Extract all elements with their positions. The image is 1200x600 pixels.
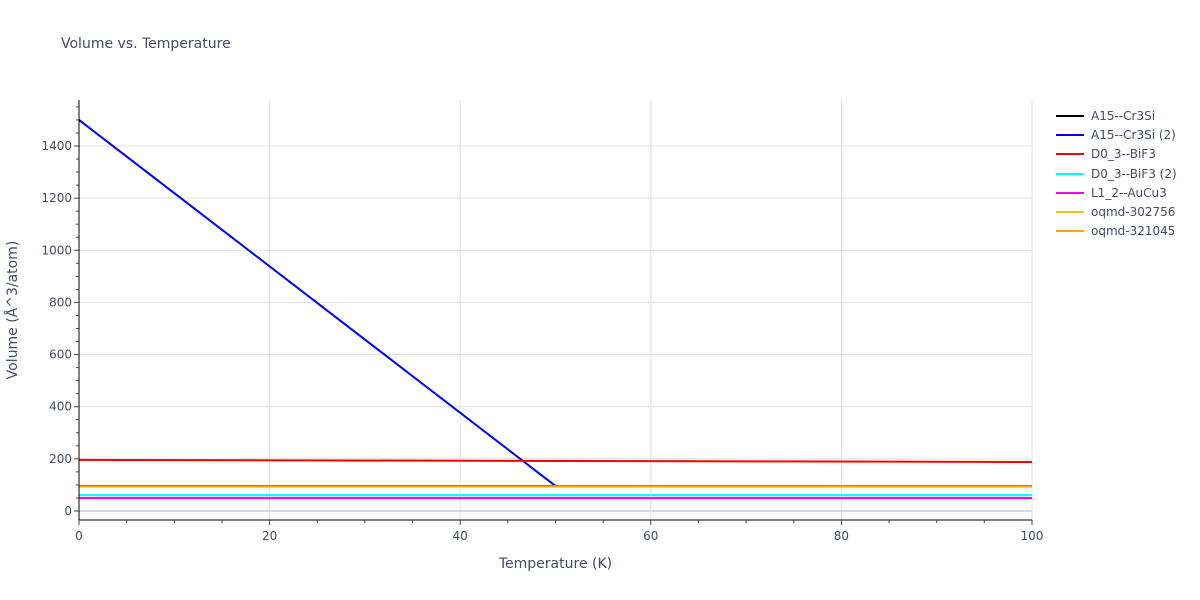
series-line[interactable]	[78, 119, 1032, 487]
y-axis-title: Volume (Å^3/atom)	[4, 241, 21, 380]
legend: A15--Cr3Si A15--Cr3Si (2) D0_3--BiF3 D0_3--…	[1056, 106, 1177, 241]
y-tick-label: 1000	[41, 243, 72, 257]
legend-item[interactable]: oqmd-321045	[1056, 222, 1177, 241]
chart-title: Volume vs. Temperature	[61, 36, 231, 52]
series-line[interactable]	[78, 458, 1033, 463]
legend-item[interactable]: D0_3--BiF3 (2)	[1056, 164, 1177, 183]
legend-label: oqmd-321045	[1091, 224, 1176, 239]
y-tick-label: 400	[49, 400, 72, 414]
y-tick-label: 1400	[41, 139, 72, 153]
legend-swatch-icon	[1056, 133, 1084, 136]
x-tick-label: 80	[834, 529, 849, 543]
legend-swatch-icon	[1056, 191, 1084, 194]
y-tick-label: 200	[49, 452, 72, 466]
legend-item[interactable]: A15--Cr3Si	[1056, 106, 1177, 125]
y-tick-label: 0	[64, 504, 72, 518]
legend-swatch-icon	[1056, 211, 1084, 214]
legend-label: A15--Cr3Si	[1091, 108, 1156, 123]
x-tick-label: 100	[1021, 529, 1044, 543]
y-tick-label: 600	[49, 348, 72, 362]
x-tick-label: 40	[453, 529, 468, 543]
legend-label: A15--Cr3Si (2)	[1091, 127, 1176, 142]
x-tick-label: 0	[75, 529, 83, 543]
legend-swatch-icon	[1056, 153, 1084, 156]
legend-label: oqmd-302756	[1091, 205, 1176, 220]
legend-item[interactable]: A15--Cr3Si (2)	[1056, 125, 1177, 144]
legend-label: L1_2--AuCu3	[1091, 185, 1167, 200]
legend-item[interactable]: L1_2--AuCu3	[1056, 183, 1177, 202]
legend-swatch-icon	[1056, 230, 1084, 233]
y-tick-label: 1200	[41, 191, 72, 205]
legend-item[interactable]: oqmd-302756	[1056, 202, 1177, 221]
y-tick-label: 800	[49, 295, 72, 309]
legend-item[interactable]: D0_3--BiF3	[1056, 145, 1177, 164]
legend-label: D0_3--BiF3 (2)	[1091, 166, 1177, 181]
legend-swatch-icon	[1056, 114, 1084, 117]
legend-swatch-icon	[1056, 172, 1084, 175]
x-tick-label: 60	[643, 529, 658, 543]
legend-label: D0_3--BiF3	[1091, 147, 1156, 162]
x-tick-label: 20	[262, 529, 277, 543]
x-axis-title: Temperature (K)	[498, 556, 612, 572]
